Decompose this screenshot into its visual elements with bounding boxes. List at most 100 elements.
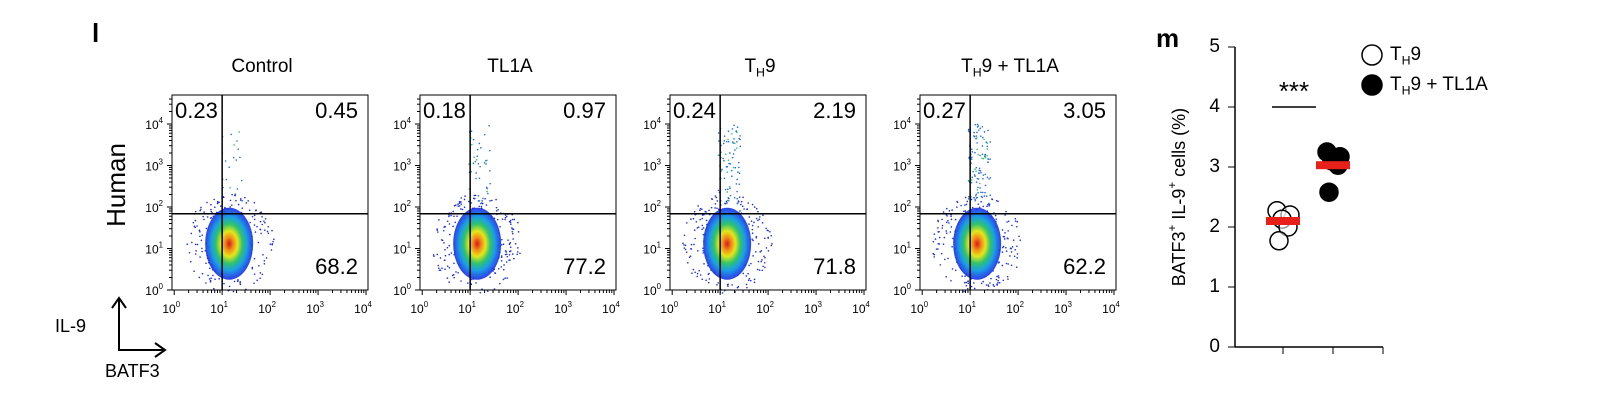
event-dot bbox=[259, 228, 262, 231]
event-dot bbox=[960, 204, 962, 207]
event-dot bbox=[753, 206, 756, 208]
event-dot bbox=[444, 225, 446, 228]
event-dot bbox=[438, 269, 441, 272]
event-dot bbox=[717, 208, 720, 211]
event-dot bbox=[989, 158, 991, 160]
panel-title-part: Control bbox=[231, 56, 292, 77]
event-dot bbox=[996, 275, 998, 278]
event-dot bbox=[973, 287, 976, 290]
event-dot bbox=[483, 133, 486, 136]
event-dot bbox=[733, 138, 735, 140]
quadrant-value: 62.2 bbox=[1063, 254, 1106, 279]
event-dot bbox=[1001, 229, 1004, 231]
legend-label: TH9 bbox=[1390, 44, 1421, 68]
event-dot bbox=[715, 196, 718, 199]
event-dot bbox=[974, 175, 976, 177]
panel-title-part: 9 + TL1A bbox=[982, 56, 1060, 77]
event-dot bbox=[727, 285, 729, 287]
event-dot bbox=[228, 166, 231, 168]
event-dot bbox=[978, 129, 980, 131]
event-dot bbox=[485, 186, 488, 189]
y-tick-label: 100 bbox=[643, 282, 661, 298]
event-dot bbox=[457, 203, 459, 205]
event-dot bbox=[945, 221, 948, 224]
y-tick-label: 101 bbox=[145, 241, 163, 257]
event-dot bbox=[690, 243, 693, 246]
event-dot bbox=[723, 139, 726, 142]
event-dot bbox=[441, 267, 443, 269]
event-dot bbox=[229, 206, 232, 208]
event-dot bbox=[245, 202, 248, 204]
event-dot bbox=[210, 217, 212, 220]
quadrant-value: 2.19 bbox=[813, 98, 856, 123]
x-tick-label-part: 4 bbox=[616, 300, 621, 309]
event-dot bbox=[764, 256, 766, 259]
event-dot bbox=[723, 202, 726, 205]
y-tick-label-part: 0 bbox=[657, 282, 662, 291]
x-tick-label: 101 bbox=[708, 300, 726, 316]
event-dot bbox=[1009, 247, 1012, 250]
event-dot bbox=[755, 207, 758, 210]
event-dot bbox=[933, 256, 936, 258]
event-dot bbox=[765, 247, 768, 249]
event-dot bbox=[767, 229, 769, 232]
event-dot bbox=[729, 163, 732, 165]
event-dot bbox=[258, 264, 260, 267]
event-dot bbox=[942, 211, 945, 213]
event-dot bbox=[233, 280, 236, 283]
x-tick-label-part: 10 bbox=[162, 302, 176, 316]
event-dot bbox=[727, 138, 729, 141]
y-tick-label-part: 4 bbox=[907, 116, 912, 125]
event-dot bbox=[478, 205, 481, 208]
event-dot bbox=[444, 249, 446, 251]
x-tick-label-part: 1 bbox=[722, 300, 726, 309]
event-dot bbox=[1005, 210, 1007, 213]
event-dot bbox=[978, 172, 980, 174]
event-dot bbox=[947, 257, 949, 260]
event-dot bbox=[965, 203, 968, 206]
event-dot bbox=[970, 181, 973, 184]
event-dot bbox=[938, 236, 941, 239]
event-dot bbox=[507, 239, 509, 241]
x-tick-label-part: 10 bbox=[804, 302, 818, 316]
event-dot bbox=[263, 260, 266, 262]
event-dot bbox=[964, 275, 966, 277]
event-dot bbox=[748, 223, 750, 225]
y-tick-label: 103 bbox=[643, 158, 661, 174]
data-point bbox=[1269, 231, 1289, 251]
event-dot bbox=[513, 257, 515, 260]
event-dot bbox=[501, 218, 504, 220]
event-dot bbox=[747, 272, 749, 275]
event-dot bbox=[733, 196, 736, 199]
event-dot bbox=[509, 250, 512, 252]
event-dot bbox=[979, 187, 981, 189]
event-dot bbox=[454, 221, 456, 224]
event-dot bbox=[752, 239, 754, 242]
event-dot bbox=[986, 145, 989, 148]
event-dot bbox=[253, 282, 255, 284]
event-dot bbox=[1014, 248, 1016, 251]
event-dot bbox=[237, 148, 240, 150]
event-dot bbox=[950, 218, 953, 221]
event-dot bbox=[248, 209, 251, 212]
event-dot bbox=[981, 153, 984, 156]
y-tick-label-part: 0 bbox=[159, 282, 164, 291]
event-dot bbox=[209, 279, 212, 282]
y-tick-label: 100 bbox=[145, 282, 163, 298]
event-dot bbox=[967, 197, 970, 200]
legend-marker bbox=[1361, 44, 1383, 66]
event-dot bbox=[244, 196, 246, 199]
event-dot bbox=[750, 220, 753, 222]
event-dot bbox=[723, 135, 726, 137]
event-dot bbox=[479, 291, 482, 294]
event-dot bbox=[487, 192, 489, 195]
y-tick-label-part: 10 bbox=[893, 118, 907, 132]
event-dot bbox=[754, 251, 757, 253]
event-dot bbox=[1011, 246, 1014, 248]
x-tick-label-part: 1 bbox=[972, 300, 976, 309]
event-dot bbox=[1019, 239, 1022, 241]
event-dot bbox=[701, 217, 704, 220]
event-dot bbox=[727, 159, 730, 161]
event-dot bbox=[253, 273, 256, 275]
event-dot bbox=[978, 167, 981, 170]
